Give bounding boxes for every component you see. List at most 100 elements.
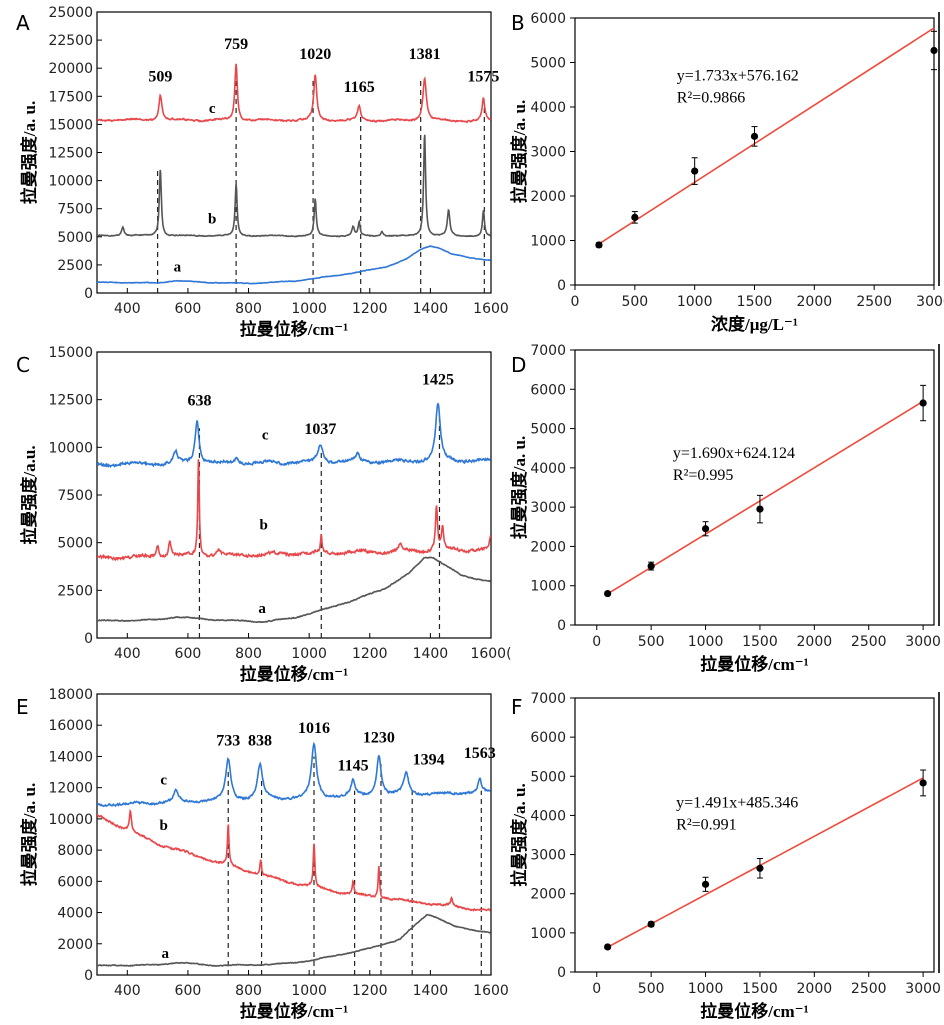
- data-point: [756, 864, 764, 872]
- data-point: [701, 880, 710, 888]
- peak-label: 1381: [409, 46, 441, 63]
- x-tick-label: 500: [638, 634, 665, 650]
- panel-letter: B: [511, 11, 525, 35]
- peak-label: 1394: [413, 751, 445, 768]
- y-tick-label: 5000: [530, 56, 566, 72]
- series-label-b: b: [260, 517, 268, 533]
- y-tick-label: 2000: [530, 539, 566, 555]
- x-tick-label: 1000: [291, 301, 327, 317]
- fit-equation: y=1.690x+624.124: [673, 445, 795, 462]
- y-tick-label: 6000: [530, 11, 566, 27]
- y-axis-label: 拉曼强度/a.u.: [19, 445, 39, 544]
- peak-label: 1145: [338, 757, 369, 774]
- r-squared: R²=0.991: [676, 817, 737, 834]
- data-point: [631, 213, 639, 221]
- y-tick-label: 0: [84, 631, 93, 647]
- y-tick-label: 4000: [530, 461, 566, 477]
- peak-label: 1230: [363, 729, 395, 746]
- y-tick-label: 2000: [57, 937, 93, 953]
- y-tick-label: 12500: [48, 393, 93, 409]
- x-tick-label: 800: [235, 301, 262, 317]
- x-tick-label: 1200: [352, 983, 388, 999]
- x-tick-label: 500: [638, 981, 665, 997]
- data-point: [701, 525, 710, 533]
- spectrum-b: [97, 808, 491, 912]
- y-tick-label: 3000: [530, 500, 566, 516]
- fit-line: [607, 400, 924, 595]
- peak-label: 759: [224, 36, 248, 53]
- plot-frame: [96, 351, 492, 639]
- x-tick-label: 1000: [291, 646, 327, 662]
- peak-label: 1425: [422, 371, 454, 388]
- fit-line: [598, 27, 935, 245]
- panel-letter: D: [511, 353, 526, 377]
- y-tick-label: 5000: [530, 422, 566, 438]
- y-tick-label: 3000: [530, 145, 566, 161]
- data-point: [604, 943, 612, 951]
- r-squared: R²=0.995: [673, 467, 734, 484]
- y-tick-label: 4000: [57, 906, 93, 922]
- x-tick-label: 2500: [851, 634, 887, 650]
- x-tick-label: 1600(: [470, 646, 511, 662]
- y-tick-label: 5000: [57, 230, 93, 246]
- x-tick-label: 400: [114, 983, 141, 999]
- panel-letter: E: [16, 695, 29, 719]
- peak-label: 1575: [467, 69, 499, 86]
- y-tick-label: 12500: [48, 146, 93, 162]
- x-tick-label: 3000: [916, 294, 944, 310]
- series-label-a: a: [174, 260, 182, 276]
- x-axis-label: 拉曼位移/cm⁻¹: [240, 1001, 349, 1021]
- x-axis-label: 浓度/μg/L⁻¹: [711, 314, 798, 334]
- r-squared: R²=0.9866: [677, 89, 746, 106]
- x-axis-label: 拉曼位移/cm⁻¹: [240, 664, 349, 684]
- x-tick-label: 800: [235, 646, 262, 662]
- x-tick-label: 3000: [905, 634, 941, 650]
- y-tick-label: 0: [557, 965, 566, 981]
- data-point: [647, 920, 655, 928]
- data-point: [604, 589, 612, 598]
- spectrum-c: [97, 402, 491, 469]
- y-tick-label: 6000: [530, 730, 566, 746]
- y-tick-label: 0: [557, 278, 566, 294]
- peak-label: 509: [148, 69, 172, 86]
- data-point: [691, 167, 699, 175]
- spectrum-a: [97, 913, 491, 967]
- x-tick-label: 2000: [797, 981, 833, 997]
- y-tick-label: 10000: [48, 440, 93, 456]
- y-tick-label: 5000: [530, 769, 566, 785]
- data-point: [756, 505, 764, 513]
- y-tick-label: 22500: [48, 33, 93, 49]
- y-tick-label: 18000: [48, 687, 93, 703]
- y-tick-label: 7500: [57, 202, 93, 218]
- x-tick-label: 800: [235, 983, 262, 999]
- x-tick-label: 2500: [856, 294, 892, 310]
- spectrum-b: [97, 134, 491, 238]
- y-tick-label: 20000: [48, 61, 93, 77]
- panel-letter: A: [16, 11, 30, 35]
- y-tick-label: 0: [557, 618, 566, 634]
- panel-letter: C: [16, 353, 30, 377]
- x-tick-label: 400: [114, 301, 141, 317]
- series-label-c: c: [262, 428, 269, 444]
- plot-frame: [574, 349, 935, 626]
- data-point: [930, 46, 938, 55]
- y-tick-label: 8000: [57, 843, 93, 859]
- y-tick-label: 10000: [48, 812, 93, 828]
- x-tick-label: 1200: [352, 301, 388, 317]
- x-tick-label: 1600: [473, 301, 509, 317]
- x-tick-label: 3000: [905, 981, 941, 997]
- y-tick-label: 0: [84, 968, 93, 984]
- y-axis-label: 拉曼强度/a. u.: [19, 101, 39, 204]
- x-axis-label: 拉曼位移/cm⁻¹: [700, 654, 809, 674]
- y-tick-label: 25000: [48, 5, 93, 21]
- spectrum-c: [97, 63, 491, 124]
- y-tick-label: 3000: [530, 848, 566, 864]
- x-tick-label: 1400: [413, 983, 449, 999]
- x-tick-label: 0: [592, 634, 601, 650]
- x-tick-label: 1500: [742, 634, 778, 650]
- y-tick-label: 1000: [530, 234, 566, 250]
- y-tick-label: 4000: [530, 808, 566, 824]
- data-point: [750, 132, 759, 140]
- fit-equation: y=1.733x+576.162: [677, 67, 799, 84]
